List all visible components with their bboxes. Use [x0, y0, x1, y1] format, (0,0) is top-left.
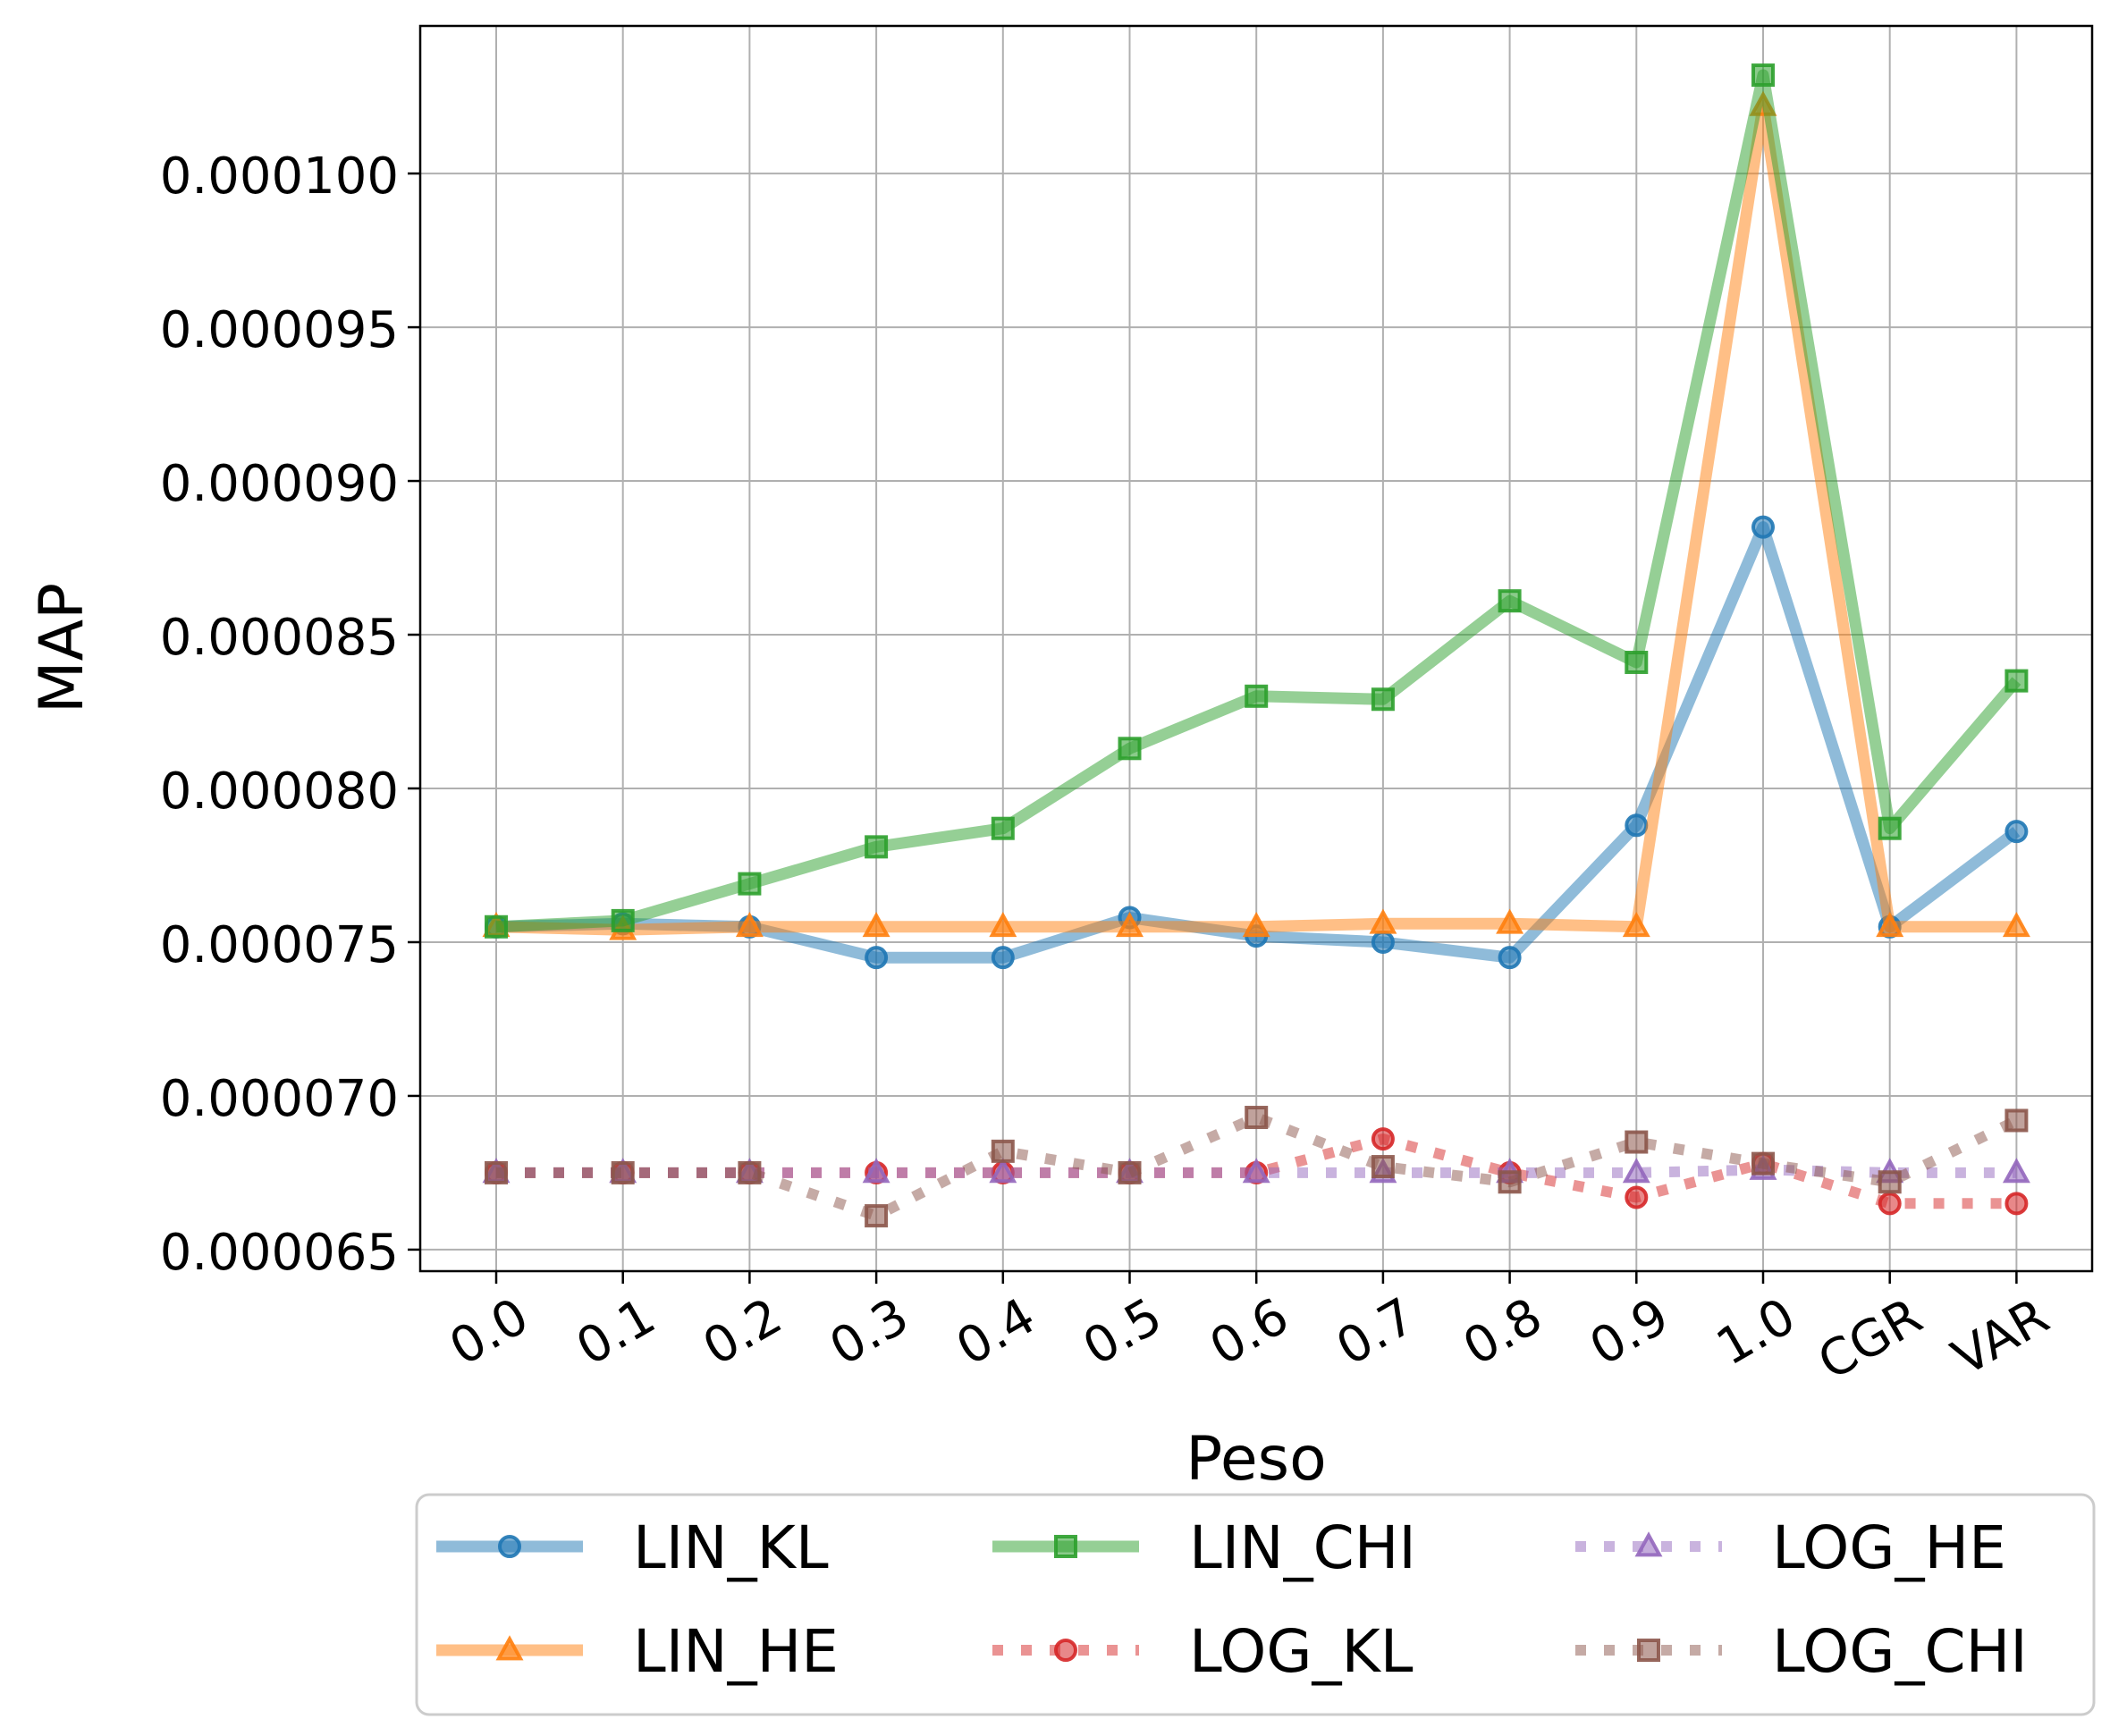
legend-label: LOG_CHI [1772, 1617, 2028, 1686]
data-point [989, 911, 1017, 938]
data-point [991, 816, 1015, 840]
data-point [1498, 946, 1522, 970]
y-tick-label: 0.000085 [160, 609, 399, 667]
legend-marker [498, 1535, 521, 1558]
data-point [1496, 908, 1524, 934]
data-point [1118, 1160, 1142, 1184]
data-point [1625, 1185, 1649, 1209]
legend-entry: LIN_CHI [992, 1513, 1416, 1582]
legend-marker [1054, 1535, 1077, 1558]
data-point [1878, 1192, 1902, 1216]
legend-marker [1634, 1531, 1663, 1557]
data-point [2002, 911, 2030, 938]
data-point [1371, 1127, 1395, 1151]
data-point [1498, 1170, 1522, 1194]
y-axis-ticks: 0.000065 0.000070 0.000075 0.000080 0.000085… [160, 147, 420, 1282]
data-point [485, 914, 508, 939]
data-point [1625, 1130, 1649, 1154]
data-point [2002, 1158, 2030, 1184]
legend: LIN_KL LIN_HE LIN_CHI LOG_KL LOG_HE LOG_CHI [415, 1493, 2096, 1716]
legend-label: LIN_KL [633, 1513, 829, 1582]
data-point [738, 1160, 762, 1184]
data-point [1878, 1170, 1902, 1194]
data-point [1369, 908, 1397, 934]
y-tick-label: 0.000075 [160, 916, 399, 974]
y-tick-label: 0.000070 [160, 1070, 399, 1128]
y-tick-label: 0.000065 [160, 1224, 399, 1282]
data-point [865, 835, 889, 859]
data-point [1245, 1106, 1269, 1130]
data-point [1371, 930, 1395, 954]
data-point [1622, 1158, 1650, 1184]
data-point [1878, 816, 1902, 840]
legend-label: LOG_HE [1772, 1513, 2006, 1582]
data-point [1371, 1155, 1395, 1179]
data-point [1371, 687, 1395, 712]
data-point [1242, 911, 1270, 938]
series-lin-chi [485, 63, 2029, 939]
legend-items: LIN_KL LIN_HE LIN_CHI LOG_KL LOG_HE LOG_CHI [436, 1513, 2028, 1686]
data-point [1116, 911, 1144, 938]
data-point [611, 908, 635, 932]
data-point [862, 1158, 890, 1184]
legend-frame [415, 1493, 2096, 1716]
y-tick-label: 0.000080 [160, 763, 399, 821]
data-point [991, 1139, 1015, 1163]
data-point [2004, 1192, 2029, 1216]
y-tick-label: 0.000090 [160, 455, 399, 513]
data-point [1625, 650, 1649, 674]
data-point [1118, 737, 1142, 761]
y-axis-label: MAP [27, 583, 97, 713]
data-point [991, 946, 1015, 970]
data-point [1751, 1151, 1775, 1176]
legend-entry: LOG_KL [992, 1617, 1414, 1686]
data-point [1876, 911, 1904, 938]
data-point [989, 1158, 1017, 1184]
data-point [1498, 589, 1522, 613]
series-log-chi [485, 1106, 2029, 1228]
data-point [2004, 820, 2029, 844]
data-point [865, 1204, 889, 1228]
legend-label: LIN_HE [633, 1617, 839, 1686]
y-tick-label: 0.000095 [160, 301, 399, 359]
legend-entry: LOG_CHI [1575, 1617, 2028, 1686]
legend-marker [1637, 1639, 1660, 1662]
legend-marker [1054, 1639, 1077, 1662]
legend-entry: LIN_KL [436, 1513, 829, 1582]
legend-entry: LOG_HE [1575, 1513, 2006, 1582]
data-point [2004, 1108, 2029, 1133]
legend-marker [495, 1635, 524, 1661]
data-point [1622, 911, 1650, 938]
legend-entry: LIN_HE [436, 1617, 839, 1686]
legend-label: LIN_CHI [1189, 1513, 1416, 1582]
legend-label: LOG_KL [1189, 1617, 1414, 1686]
y-tick-label: 0.000100 [160, 147, 399, 206]
data-point [2004, 669, 2029, 693]
data-point [611, 1160, 635, 1184]
data-point [1751, 63, 1775, 88]
data-point [735, 911, 764, 938]
data-point [865, 946, 889, 970]
data-point [1242, 1158, 1270, 1184]
data-point [738, 872, 762, 896]
series-group [482, 63, 2030, 1228]
x-axis-label: Peso [1186, 1424, 1326, 1495]
data-point [1245, 684, 1269, 708]
data-point [1625, 813, 1649, 838]
data-point [862, 911, 890, 938]
grid [420, 26, 2092, 1271]
data-point [485, 1160, 508, 1184]
data-point [1751, 515, 1775, 539]
